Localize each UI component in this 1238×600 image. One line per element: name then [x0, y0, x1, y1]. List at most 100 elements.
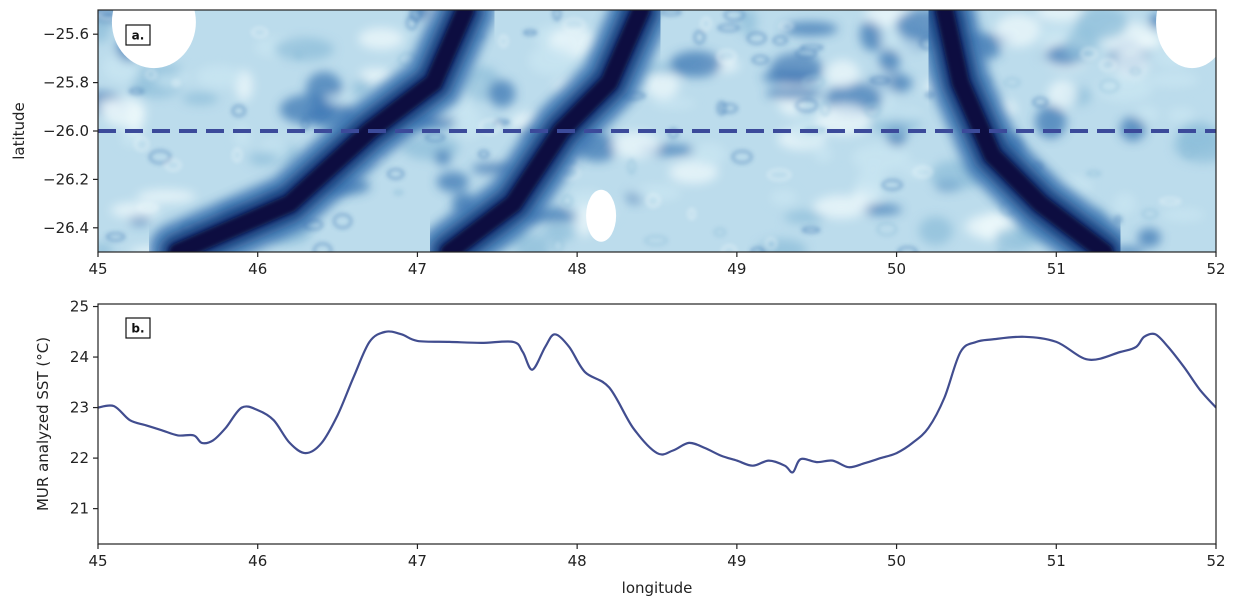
a-xtick-label: 49	[727, 260, 746, 278]
texture-blob	[182, 92, 219, 105]
texture-blob	[127, 102, 144, 135]
texture-swirl	[313, 242, 332, 252]
texture-blob	[645, 71, 680, 99]
texture-swirl	[876, 222, 898, 236]
texture-blob	[1047, 80, 1078, 108]
texture-swirl	[1099, 58, 1116, 72]
texture-swirl	[493, 119, 510, 125]
masked-region-3	[1156, 10, 1216, 69]
texture-blob	[1113, 48, 1149, 80]
texture-swirl	[779, 22, 794, 31]
texture-blob	[783, 210, 827, 224]
texture-blob	[436, 171, 469, 193]
texture-swirl	[1086, 170, 1101, 177]
texture-blob	[434, 149, 452, 166]
texture-swirl	[1099, 79, 1120, 93]
texture-swirl	[668, 128, 679, 139]
texture-swirl	[301, 117, 310, 131]
front-core-3	[935, 10, 1114, 252]
texture-blob	[631, 184, 682, 202]
texture-swirl	[802, 75, 825, 89]
texture-blob	[918, 216, 953, 245]
texture-blob	[813, 195, 869, 219]
texture-swirl	[716, 49, 737, 64]
texture-swirl	[746, 32, 767, 45]
texture-blob	[515, 234, 551, 252]
texture-swirl	[820, 100, 830, 116]
b-ytick-label: 21	[70, 500, 89, 518]
texture-swirl	[881, 179, 903, 191]
texture-swirl	[731, 150, 753, 164]
texture-swirl	[139, 86, 148, 95]
texture-swirl	[232, 148, 242, 162]
texture-swirl	[717, 23, 740, 32]
texture-blob	[994, 13, 1041, 47]
panel-b-label: b.	[131, 322, 144, 336]
texture-swirl	[693, 30, 706, 45]
texture-swirl	[231, 105, 246, 117]
a-ytick-label: −26.0	[43, 122, 89, 140]
texture-blob	[1177, 121, 1216, 152]
texture-swirl	[251, 27, 268, 38]
texture-swirl	[561, 194, 573, 207]
panel-b-frame	[97, 303, 1217, 545]
texture-swirl	[387, 168, 405, 180]
texture-blob	[1134, 105, 1160, 122]
texture-swirl	[562, 18, 586, 33]
texture-blob	[1095, 75, 1153, 102]
texture-swirl	[478, 150, 490, 159]
texture-blob	[1036, 10, 1086, 22]
texture-swirl	[294, 50, 303, 59]
texture-swirl	[137, 203, 159, 212]
texture-blob	[902, 163, 937, 179]
panel-b-ylabel: MUR analyzed SST (°C)	[34, 337, 52, 511]
texture-blob	[98, 242, 113, 252]
a-ytick-label: −25.8	[43, 74, 89, 92]
b-ytick-label: 25	[70, 298, 89, 316]
texture-swirl	[720, 103, 738, 114]
texture-swirl	[772, 35, 788, 46]
panel-a-label: a.	[132, 29, 145, 43]
texture-blob	[692, 142, 727, 166]
panel-a-tag: a.	[125, 24, 151, 46]
texture-blob	[358, 68, 393, 84]
texture-blob	[765, 87, 824, 100]
texture-swirl	[424, 133, 446, 142]
texture-swirl	[765, 237, 777, 250]
b-xtick-label: 47	[408, 552, 427, 570]
texture-swirl	[1141, 208, 1158, 219]
texture-blob	[867, 107, 924, 122]
texture-blob	[248, 151, 277, 166]
a-xtick-label: 47	[408, 260, 427, 278]
texture-swirl	[795, 48, 817, 59]
texture-blob	[611, 131, 661, 159]
texture-swirl	[716, 101, 727, 116]
panel-a-ticks: 45 46 47 48 49 50 51 52 −25.6 −25.8 −26.0 −26.2 −26.…	[43, 25, 1226, 278]
b-ytick-label: 22	[70, 449, 89, 467]
texture-blob	[1161, 208, 1206, 222]
texture-swirl	[145, 69, 157, 80]
texture-blob	[855, 167, 887, 199]
texture-blob	[815, 103, 872, 136]
texture-blob	[412, 10, 434, 20]
texture-swirl	[523, 29, 537, 36]
texture-swirl	[646, 193, 661, 208]
sst-series-line	[98, 330, 1216, 474]
texture-swirl	[870, 76, 891, 85]
texture-swirl	[865, 103, 881, 118]
texture-swirl	[644, 235, 668, 246]
texture-blob	[668, 160, 719, 184]
texture-swirl	[1080, 47, 1098, 60]
texture-swirl	[1004, 77, 1021, 88]
a-ytick-label: −26.2	[43, 170, 89, 188]
texture-swirl	[795, 98, 818, 112]
heatmap-field	[98, 10, 1216, 252]
texture-blob	[136, 189, 196, 204]
b-xtick-label: 48	[568, 552, 587, 570]
texture-swirl	[1114, 215, 1123, 224]
texture-swirl	[149, 149, 172, 164]
b-xtick-label: 51	[1047, 552, 1066, 570]
panel-b: b. 45 46 47 48 49 50 51 52 21 22 23 24 25 MUR analyz…	[34, 298, 1226, 597]
texture-blob	[813, 145, 833, 163]
texture-blob	[1035, 105, 1067, 139]
